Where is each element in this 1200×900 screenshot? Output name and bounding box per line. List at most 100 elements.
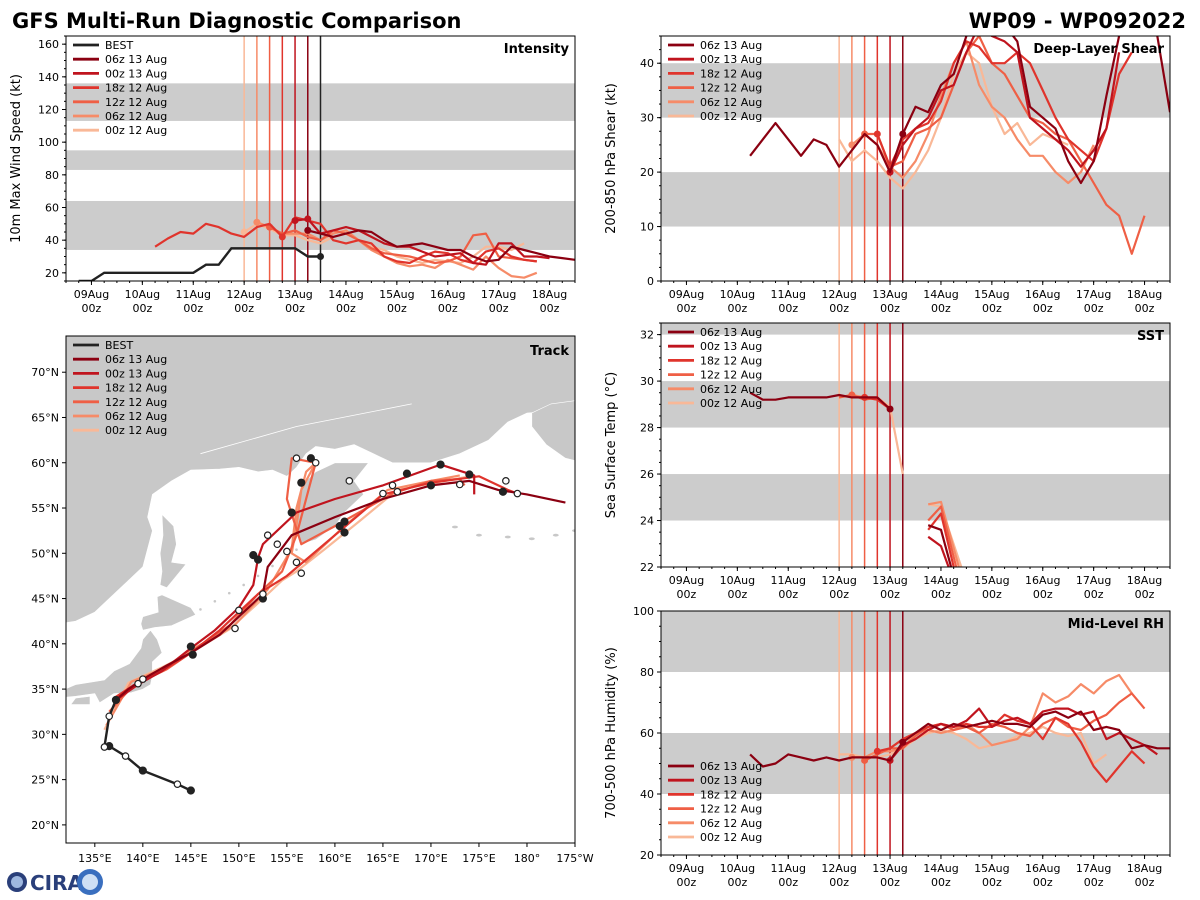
land-aleutian-2 <box>504 535 511 539</box>
y-axis-label: Sea Surface Temp (°C) <box>604 372 619 519</box>
map-area <box>66 336 575 843</box>
legend-label: 06z 12 Aug <box>105 410 167 423</box>
ytick-label: 100 <box>633 605 654 618</box>
legend-label: 18z 12 Aug <box>105 82 167 95</box>
xtick-date-label: 16Aug <box>1025 288 1060 301</box>
rh-panel: 2040608010009Aug00z10Aug00z11Aug00z12Aug… <box>604 605 1171 889</box>
xtick-hour-label: 00z <box>778 302 798 315</box>
land-aleutian-3 <box>528 537 535 541</box>
series-line-18z-12-aug-0 <box>876 40 1133 168</box>
land-kuril-5 <box>271 564 274 568</box>
border-line <box>200 403 412 455</box>
shaded-band-1 <box>661 611 1170 672</box>
plot-area <box>749 673 1170 783</box>
ytick-label: 20 <box>45 267 59 280</box>
xtick-hour-label: 00z <box>540 302 560 315</box>
land-aleutian-5 <box>572 529 575 533</box>
xtick-hour-label: 00z <box>727 876 747 889</box>
track-marker-open-19 <box>393 487 402 496</box>
y-axis-label: 10m Max Wind Speed (kt) <box>9 74 24 243</box>
xtick-hour-label: 00z <box>727 588 747 601</box>
xtick-hour-label: 00z <box>183 302 203 315</box>
ytick-label: 32 <box>640 329 654 342</box>
ytick-label: 140 <box>38 71 59 84</box>
xtick-date-label: 09Aug <box>669 574 704 587</box>
series-line-06z-13-aug-0 <box>307 229 575 263</box>
xtick-date-label: 12Aug <box>226 288 261 301</box>
land-aleutian-1 <box>475 533 482 537</box>
xtick-date-label: 12Aug <box>821 574 856 587</box>
legend-label: 06z 13 Aug <box>105 53 167 66</box>
xtick-hour-label: 00z <box>931 588 951 601</box>
track-line-06z-13-aug <box>115 479 566 701</box>
lon-tick-label: 170°E <box>414 852 447 865</box>
xtick-hour-label: 00z <box>677 302 697 315</box>
xtick-date-label: 14Aug <box>923 862 958 875</box>
plot-area <box>749 36 1170 255</box>
ytick-label: 80 <box>45 169 59 182</box>
xtick-date-label: 11Aug <box>771 862 806 875</box>
track-marker-filled-10 <box>297 478 306 487</box>
best-marker <box>317 253 324 260</box>
legend-label: 00z 13 Aug <box>700 53 762 66</box>
track-marker-open-9 <box>273 540 282 549</box>
logo-globe-inner-icon <box>11 876 23 888</box>
land-shikoku <box>70 695 91 705</box>
best-track-path <box>102 699 192 792</box>
ytick-label: 40 <box>640 57 654 70</box>
xtick-date-label: 11Aug <box>176 288 211 301</box>
xtick-hour-label: 00z <box>489 302 509 315</box>
series-line-00z-12-aug-0 <box>839 725 1108 765</box>
plot-area <box>749 391 963 567</box>
land-hokkaido <box>140 594 197 631</box>
series-marker-0-0 <box>899 130 907 138</box>
xtick-date-label: 10Aug <box>125 288 160 301</box>
track-marker-open-13 <box>297 569 306 578</box>
track-marker-filled-4 <box>186 642 195 651</box>
y-axis-label: 700-500 hPa Humidity (%) <box>604 647 619 819</box>
plot-area <box>78 215 575 281</box>
legend-label: 12z 12 Aug <box>700 369 762 382</box>
logo-partner-inner-icon <box>82 874 98 890</box>
series-marker-0-0 <box>886 405 894 413</box>
xtick-date-label: 14Aug <box>923 288 958 301</box>
ytick-label: 0 <box>647 275 654 288</box>
xtick-date-label: 09Aug <box>74 288 109 301</box>
series-line-00z-13-aug-0 <box>889 36 1121 173</box>
xtick-hour-label: 00z <box>387 302 407 315</box>
xtick-date-label: 16Aug <box>430 288 465 301</box>
track-marker-filled-14 <box>340 528 349 537</box>
xtick-hour-label: 00z <box>931 876 951 889</box>
xtick-date-label: 17Aug <box>1076 574 1111 587</box>
legend-label: 00z 13 Aug <box>700 340 762 353</box>
xtick-date-label: 10Aug <box>720 288 755 301</box>
lon-tick-label: 140°E <box>126 852 159 865</box>
track-marker-open-15 <box>311 458 320 467</box>
series-line-12z-12-aug-0 <box>269 226 537 265</box>
xtick-hour-label: 00z <box>880 302 900 315</box>
xtick-hour-label: 00z <box>931 302 951 315</box>
xtick-hour-label: 00z <box>677 588 697 601</box>
land-kuril-4 <box>256 574 260 578</box>
xtick-hour-label: 00z <box>1135 302 1155 315</box>
legend-label: 18z 12 Aug <box>700 67 762 80</box>
storm-id-label: WP09 - WP092022 <box>969 9 1186 33</box>
xtick-hour-label: 00z <box>829 302 849 315</box>
xtick-date-label: 13Aug <box>872 574 907 587</box>
ytick-label: 24 <box>640 515 654 528</box>
track-marker-open-21 <box>502 477 510 485</box>
lon-tick-label: 135°E <box>78 852 111 865</box>
xtick-hour-label: 00z <box>829 588 849 601</box>
track-marker-filled-11 <box>306 454 315 463</box>
xtick-date-label: 10Aug <box>720 574 755 587</box>
lat-tick-label: 55°N <box>31 502 59 515</box>
land-kuril-0 <box>199 608 202 611</box>
legend-label: 06z 13 Aug <box>700 39 762 52</box>
series-marker-2-0 <box>278 233 286 241</box>
xtick-hour-label: 00z <box>82 302 102 315</box>
xtick-hour-label: 00z <box>1033 588 1053 601</box>
sst-panel: 22242628303209Aug00z10Aug00z11Aug00z12Au… <box>604 322 1171 601</box>
shaded-band-0 <box>661 474 1170 521</box>
